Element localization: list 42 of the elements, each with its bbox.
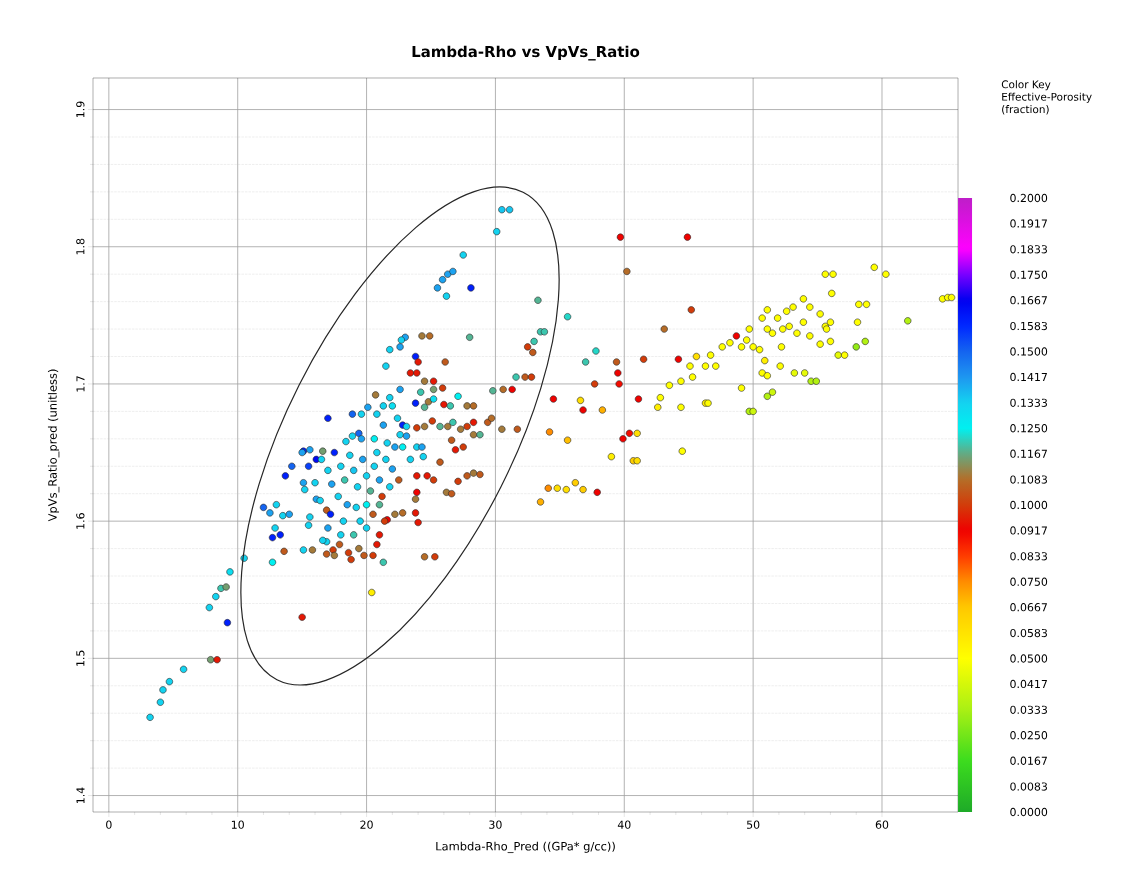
color-bar-label: 0.0083 bbox=[1010, 782, 1047, 791]
color-bar-label: 0.0917 bbox=[1010, 526, 1047, 535]
color-bar-label: 0.0333 bbox=[1010, 705, 1047, 714]
y-axis-title: VpVs_Ratio_pred (unitless) bbox=[47, 369, 60, 522]
color-bar-label: 0.0750 bbox=[1010, 577, 1048, 586]
color-bar-label: 0.2000 bbox=[1010, 193, 1048, 203]
y-tick-label: 1.5 bbox=[76, 650, 85, 666]
color-bar-label: 0.1500 bbox=[1010, 347, 1048, 356]
y-tick-label: 1.8 bbox=[76, 238, 85, 255]
color-bar-label: 0.0417 bbox=[1010, 679, 1047, 689]
color-bar-title: Color Key Effective-Porosity (fraction) bbox=[1001, 80, 1092, 115]
color-bar-label: 0.0667 bbox=[1010, 603, 1047, 612]
x-tick-label: 0 bbox=[106, 820, 112, 829]
color-bar-label: 0.1417 bbox=[1010, 372, 1047, 382]
color-bar-label: 0.1667 bbox=[1010, 296, 1047, 305]
color-bar-label: 0.1083 bbox=[1010, 475, 1047, 484]
y-tick-label: 1.9 bbox=[76, 101, 85, 118]
y-tick-label: 1.7 bbox=[76, 376, 85, 392]
color-bar-label: 0.1917 bbox=[1010, 219, 1047, 228]
color-bar-label: 0.1333 bbox=[1010, 398, 1047, 407]
color-bar-label: 0.1833 bbox=[1010, 245, 1047, 254]
x-tick-label: 20 bbox=[360, 820, 373, 829]
x-tick-label: 50 bbox=[747, 820, 760, 829]
color-bar-label: 0.0500 bbox=[1010, 654, 1048, 663]
y-tick-label: 1.6 bbox=[76, 513, 85, 529]
color-bar-label: 0.1750 bbox=[1010, 270, 1048, 279]
color-bar-label: 0.1583 bbox=[1010, 321, 1047, 331]
color-bar-label: 0.0167 bbox=[1010, 756, 1047, 765]
color-bar-label: 0.0250 bbox=[1010, 731, 1048, 740]
chart-title: Lambda-Rho vs VpVs_Ratio bbox=[412, 45, 640, 61]
color-bar-label: 0.1000 bbox=[1010, 500, 1048, 510]
color-bar-label: 0.0833 bbox=[1010, 552, 1047, 561]
x-tick-label: 10 bbox=[231, 820, 244, 829]
color-bar-label: 0.1167 bbox=[1010, 449, 1047, 458]
x-tick-label: 30 bbox=[489, 820, 502, 829]
color-bar-label: 0.0583 bbox=[1010, 628, 1047, 638]
color-bar-label: 0.1250 bbox=[1010, 424, 1048, 433]
x-axis-title: Lambda-Rho_Pred ((GPa* g/cc)) bbox=[436, 841, 615, 854]
color-bar-label: 0.0000 bbox=[1010, 807, 1048, 817]
x-tick-label: 40 bbox=[617, 820, 631, 829]
x-tick-label: 60 bbox=[875, 820, 889, 829]
y-tick-label: 1.4 bbox=[76, 787, 85, 804]
